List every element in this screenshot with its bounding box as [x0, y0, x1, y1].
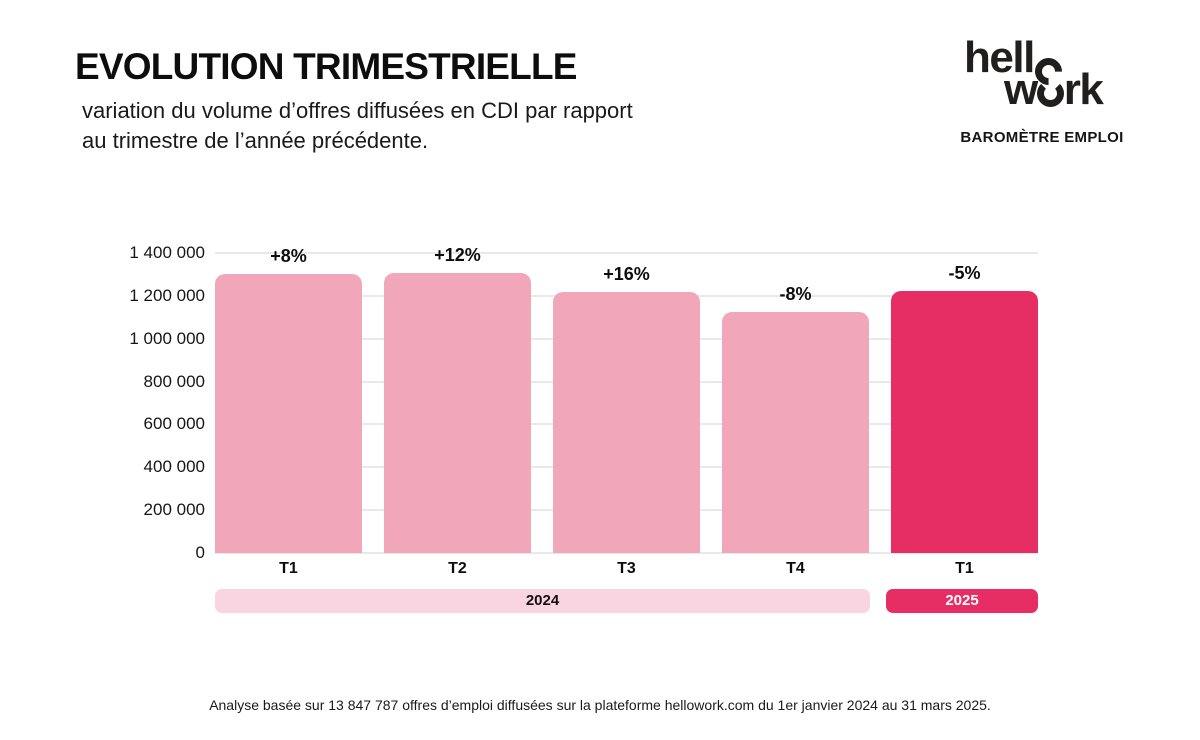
bar-slot-2025-t1: -5%	[891, 253, 1038, 553]
bar-2024-t3	[553, 291, 700, 553]
y-tick-label: 400 000	[143, 457, 205, 477]
x-tick-label: T1	[955, 560, 974, 577]
x-tick-label: T2	[448, 560, 467, 577]
bar-slot-2024-t4: -8%	[722, 253, 869, 553]
bar-value-label: +8%	[270, 246, 307, 267]
y-tick-label: 1 200 000	[129, 285, 205, 305]
source-note: Analyse basée sur 13 847 787 offres d’em…	[209, 697, 991, 713]
bars: +8% +12% +16% -8% -5%	[215, 245, 1038, 553]
year-band-2025: 2025	[886, 589, 1038, 613]
logo-line2: w rk	[956, 68, 1128, 112]
bar-2024-t1	[215, 274, 362, 553]
bar-value-label: -5%	[948, 262, 981, 283]
logo-text-rk: rk	[1063, 65, 1104, 114]
page-title: EVOLUTION TRIMESTRIELLE	[75, 46, 577, 87]
y-axis: 1 400 000 1 200 000 1 000 000 800 000 600 00…	[0, 243, 205, 562]
bar-slot-2024-t1: +8%	[215, 246, 362, 553]
x-tick-label: T1	[279, 560, 298, 577]
year-band-2024: 2024	[215, 589, 870, 613]
year-bands: 2024 2025	[215, 589, 1038, 613]
bar-slot-2024-t3: +16%	[553, 253, 700, 553]
x-tick-label: T4	[786, 560, 805, 577]
page-subtitle-line2: au trimestre de l’année précédente.	[82, 128, 429, 154]
y-tick-label: 800 000	[143, 371, 205, 391]
gridline	[215, 252, 1038, 254]
y-tick-label: 1 400 000	[129, 243, 205, 262]
x-tick-label: T3	[617, 560, 636, 577]
bar-value-label: -8%	[779, 283, 812, 304]
bar-2024-t4	[722, 311, 869, 553]
hellowork-logo: hell w rk BAROMÈTRE EMPLOI	[956, 33, 1128, 147]
y-tick-label: 200 000	[143, 500, 205, 520]
page-subtitle: variation du volume d’offres diffusées e…	[82, 96, 633, 157]
bar-2025-t1	[891, 290, 1038, 553]
logo-text-hell: hell	[964, 33, 1035, 82]
logo-tagline: BAROMÈTRE EMPLOI	[960, 129, 1124, 146]
bar-chart: 1 400 000 1 200 000 1 000 000 800 000 600 00…	[0, 243, 1200, 633]
logo-text-w: w	[1004, 65, 1038, 114]
logo-o-arc-icon	[1036, 80, 1064, 107]
bar-slot-2024-t2: +12%	[384, 245, 531, 553]
header: EVOLUTION TRIMESTRIELLE variation du vol…	[75, 46, 633, 157]
x-axis-labels: T1 T2 T3 T4 T1	[215, 560, 1038, 578]
y-tick-label: 1 000 000	[129, 328, 205, 348]
logo-line1: hell	[956, 33, 1128, 91]
y-tick-label: 600 000	[143, 414, 205, 434]
bar-value-label: +12%	[434, 245, 481, 266]
plot-area: +8% +12% +16% -8% -5%	[215, 245, 1038, 554]
y-tick-label: 0	[195, 543, 205, 562]
bar-value-label: +16%	[603, 263, 650, 284]
bar-2024-t2	[384, 273, 531, 553]
gridline	[215, 552, 1038, 554]
page-subtitle-line1: variation du volume d’offres diffusées e…	[82, 97, 633, 123]
